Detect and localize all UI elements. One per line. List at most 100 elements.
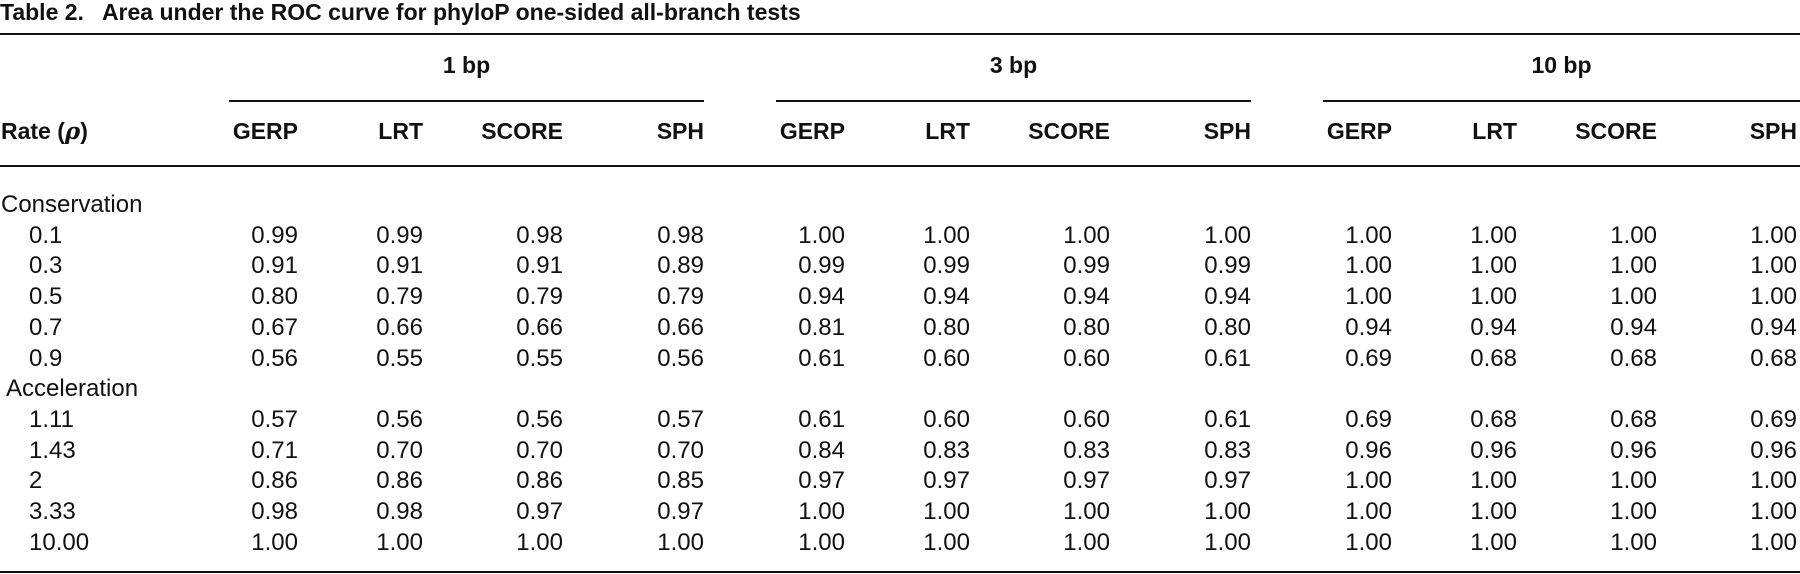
rate-value: 0.3: [29, 252, 63, 280]
auc-value: 0.57: [657, 405, 704, 433]
auc-value: 0.56: [376, 405, 423, 433]
column-header: SCORE: [481, 118, 563, 144]
header-rule: [0, 165, 1800, 167]
auc-value: 1.00: [1063, 528, 1110, 556]
auc-value: 0.98: [657, 221, 704, 249]
auc-value: 0.81: [798, 313, 845, 341]
auc-value: 1.00: [1470, 498, 1517, 525]
auc-value: 1.00: [1470, 528, 1517, 556]
column-header: SPH: [1749, 118, 1797, 144]
auc-value: 0.66: [657, 313, 704, 341]
rate-value: 3.33: [29, 498, 76, 525]
auc-value: 1.00: [1750, 528, 1797, 556]
column-header: SCORE: [1028, 118, 1110, 144]
auc-value: 0.99: [251, 221, 298, 249]
auc-value: 0.66: [516, 313, 563, 341]
auc-value: 0.99: [798, 252, 845, 280]
auc-value: 1.00: [798, 498, 845, 525]
auc-value: 1.00: [1610, 283, 1657, 311]
auc-value: 0.79: [376, 283, 423, 311]
rate-value: 1.11: [29, 405, 74, 433]
auc-value: 1.00: [516, 528, 563, 556]
auc-value: 0.61: [798, 405, 845, 433]
auc-value: 0.67: [251, 313, 298, 341]
auc-value: 1.00: [798, 221, 845, 249]
auc-value: 0.86: [251, 467, 298, 495]
auc-value: 0.80: [923, 313, 970, 341]
auc-value: 0.97: [1063, 467, 1110, 495]
auc-value: 0.97: [657, 498, 704, 525]
auc-value: 1.00: [1470, 467, 1517, 495]
rate-value: 2: [29, 467, 43, 495]
auc-value: 0.96: [1470, 436, 1517, 464]
column-header: SPH: [1203, 118, 1251, 144]
column-header: LRT: [378, 118, 423, 144]
auc-value: 0.99: [1204, 252, 1251, 280]
auc-value: 0.71: [251, 436, 298, 464]
rate-header-text: Rate (: [1, 118, 65, 144]
auc-value: 0.60: [923, 344, 970, 372]
rate-value: 10.00: [29, 528, 90, 556]
section-label: Acceleration: [6, 375, 139, 403]
auc-value: 1.00: [1610, 252, 1657, 280]
auc-value: 0.70: [376, 436, 423, 464]
auc-value: 0.86: [376, 467, 423, 495]
rate-value: 0.9: [29, 344, 63, 372]
auc-value: 0.98: [516, 221, 563, 249]
auc-value: 0.80: [1204, 313, 1251, 341]
auc-value: 1.00: [923, 221, 970, 249]
column-header: SPH: [656, 118, 704, 144]
auc-value: 1.00: [1750, 252, 1797, 280]
auc-value: 1.00: [1345, 252, 1392, 280]
section-label: Conservation: [1, 191, 143, 218]
rate-value: 1.43: [29, 436, 76, 464]
auc-value: 1.00: [1610, 221, 1657, 249]
auc-value: 1.00: [1204, 528, 1251, 556]
auc-value: 1.00: [1063, 221, 1110, 249]
auc-value: 1.00: [251, 528, 298, 556]
auc-value: 0.94: [798, 283, 845, 311]
auc-value: 0.96: [1345, 436, 1392, 464]
table-title: Area under the ROC curve for phyloP one-…: [101, 0, 801, 25]
auc-value: 1.00: [1345, 467, 1392, 495]
auc-value: 0.68: [1470, 405, 1517, 433]
auc-value: 1.00: [1750, 498, 1797, 525]
auc-value: 0.61: [798, 344, 845, 372]
auc-value: 0.83: [1204, 436, 1251, 464]
auc-value: 0.55: [376, 344, 423, 372]
auc-value: 1.00: [1345, 528, 1392, 556]
auc-value: 1.00: [1470, 283, 1517, 311]
group-header: 3 bp: [989, 52, 1038, 78]
auc-value: 0.94: [1750, 313, 1797, 341]
column-header: LRT: [1472, 118, 1517, 144]
auc-value: 0.98: [376, 498, 423, 525]
rate-value: 0.7: [29, 313, 63, 341]
rate-header-close: ): [80, 118, 88, 144]
auc-value: 0.89: [657, 252, 704, 280]
auc-value: 0.79: [657, 283, 704, 311]
auc-value: 0.70: [657, 436, 704, 464]
auc-value: 0.66: [376, 313, 423, 341]
column-header: GERP: [232, 118, 298, 144]
auc-value: 0.70: [516, 436, 563, 464]
auc-value: 1.00: [923, 528, 970, 556]
group-underline: [1323, 100, 1800, 102]
auc-value: 0.83: [1063, 436, 1110, 464]
auc-value: 0.80: [1063, 313, 1110, 341]
auc-value: 0.94: [1345, 313, 1392, 341]
auc-value: 1.00: [1610, 528, 1657, 556]
auc-value: 0.68: [1610, 405, 1657, 433]
auc-value: 1.00: [657, 528, 704, 556]
column-header: GERP: [1326, 118, 1392, 144]
rho-symbol: ρ: [64, 118, 81, 145]
auc-value: 0.79: [516, 283, 563, 311]
column-header: LRT: [925, 118, 970, 144]
auc-value: 1.00: [1204, 221, 1251, 249]
auc-value: 1.00: [376, 528, 423, 556]
auc-value: 0.97: [923, 467, 970, 495]
auc-value: 1.00: [1345, 283, 1392, 311]
table-number: Table 2.: [0, 0, 84, 25]
auc-value: 0.94: [923, 283, 970, 311]
auc-value: 0.84: [798, 436, 845, 464]
auc-value: 0.91: [251, 252, 298, 280]
